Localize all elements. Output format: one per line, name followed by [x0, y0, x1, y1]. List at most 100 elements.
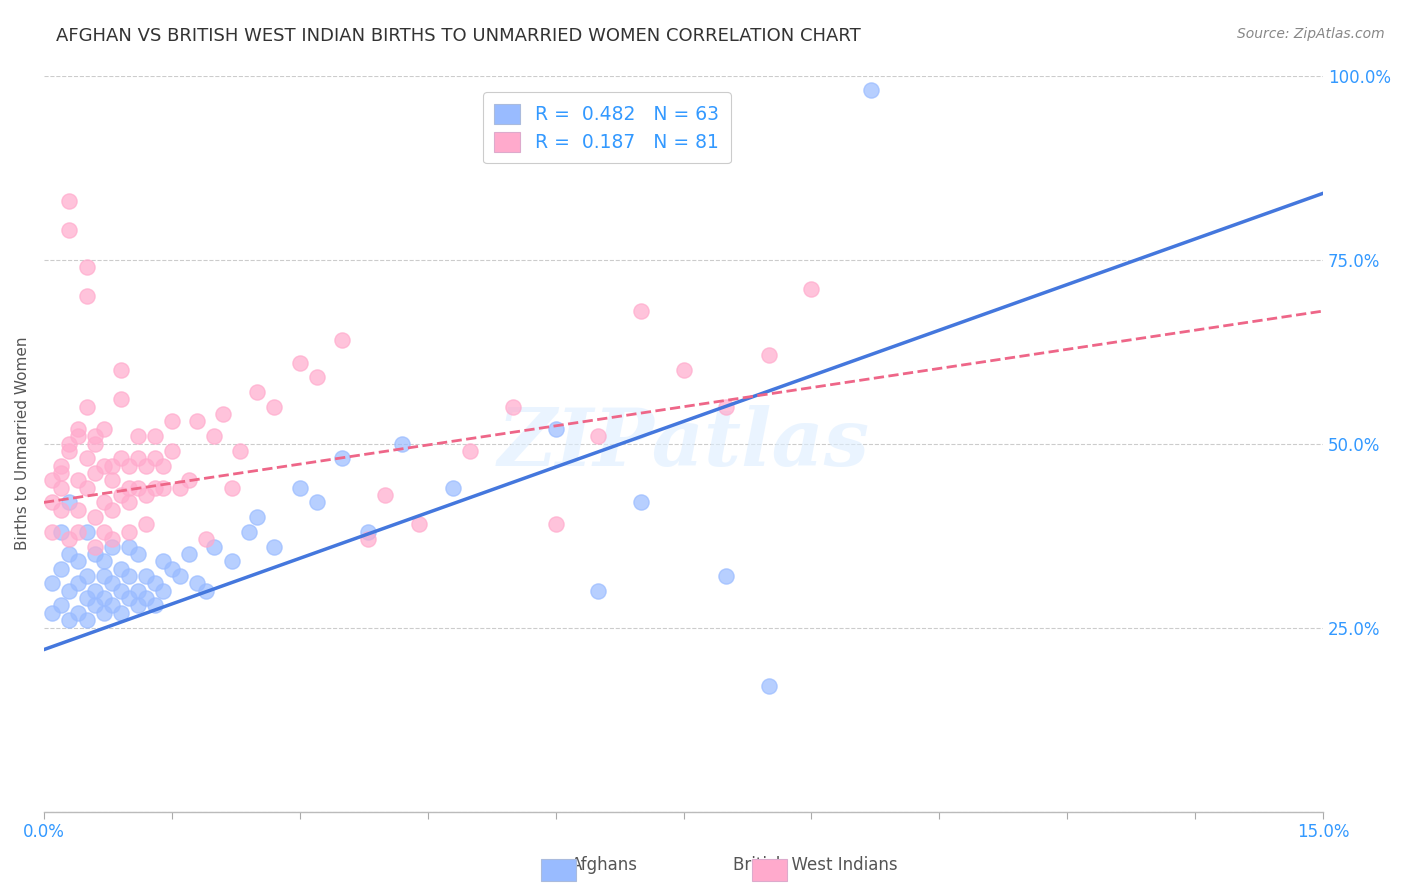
Point — [66, 429, 89, 443]
Point — [229, 443, 252, 458]
Point — [41, 576, 63, 591]
Point — [357, 524, 380, 539]
Point — [672, 363, 695, 377]
Point — [93, 458, 115, 473]
Text: British West Indians: British West Indians — [733, 856, 898, 874]
Point — [84, 599, 107, 613]
Point — [49, 524, 72, 539]
Point — [186, 576, 208, 591]
Point — [110, 583, 132, 598]
Point — [41, 606, 63, 620]
Point — [66, 606, 89, 620]
Point — [49, 466, 72, 480]
Point — [49, 599, 72, 613]
Point — [135, 517, 157, 532]
Point — [58, 223, 80, 237]
Point — [305, 370, 328, 384]
Point — [212, 407, 235, 421]
Point — [66, 502, 89, 516]
Point — [93, 524, 115, 539]
Point — [160, 443, 183, 458]
Point — [630, 495, 652, 509]
Point — [143, 599, 166, 613]
Point — [800, 282, 823, 296]
Point — [586, 583, 609, 598]
Point — [118, 495, 141, 509]
Point — [110, 392, 132, 407]
Point — [332, 334, 354, 348]
Point — [110, 363, 132, 377]
Point — [84, 436, 107, 450]
Point — [84, 540, 107, 554]
Point — [76, 481, 98, 495]
Point — [263, 540, 285, 554]
Point — [84, 583, 107, 598]
Point — [49, 561, 72, 575]
Point — [58, 547, 80, 561]
Point — [127, 481, 149, 495]
Point — [101, 540, 124, 554]
Point — [66, 576, 89, 591]
Point — [135, 458, 157, 473]
Point — [152, 583, 174, 598]
Point — [101, 532, 124, 546]
Point — [169, 569, 191, 583]
Point — [143, 481, 166, 495]
Point — [58, 532, 80, 546]
Point — [49, 458, 72, 473]
Point — [66, 524, 89, 539]
Point — [93, 591, 115, 605]
Text: Afghans: Afghans — [571, 856, 638, 874]
Point — [714, 569, 737, 583]
Point — [93, 569, 115, 583]
Text: ZIPatlas: ZIPatlas — [498, 405, 869, 483]
Point — [391, 436, 413, 450]
Point — [177, 473, 200, 487]
Point — [160, 561, 183, 575]
Point — [135, 569, 157, 583]
Point — [110, 488, 132, 502]
Point — [246, 510, 269, 524]
Point — [76, 591, 98, 605]
Point — [544, 422, 567, 436]
Point — [93, 495, 115, 509]
Point — [93, 606, 115, 620]
Point — [860, 83, 883, 97]
Point — [758, 680, 780, 694]
Point — [118, 540, 141, 554]
Point — [135, 591, 157, 605]
Point — [76, 451, 98, 466]
Point — [84, 466, 107, 480]
Point — [714, 400, 737, 414]
Point — [76, 613, 98, 627]
Point — [66, 473, 89, 487]
Point — [84, 547, 107, 561]
Point — [305, 495, 328, 509]
Text: AFGHAN VS BRITISH WEST INDIAN BIRTHS TO UNMARRIED WOMEN CORRELATION CHART: AFGHAN VS BRITISH WEST INDIAN BIRTHS TO … — [56, 27, 860, 45]
Point — [110, 561, 132, 575]
Point — [238, 524, 260, 539]
Point — [101, 473, 124, 487]
Point — [58, 194, 80, 208]
Point — [441, 481, 464, 495]
Point — [332, 451, 354, 466]
Point — [101, 599, 124, 613]
Point — [93, 554, 115, 568]
Point — [127, 599, 149, 613]
Point — [118, 524, 141, 539]
Point — [127, 429, 149, 443]
Point — [118, 481, 141, 495]
Point — [630, 304, 652, 318]
Point — [143, 576, 166, 591]
Point — [194, 532, 217, 546]
Point — [101, 502, 124, 516]
Point — [84, 429, 107, 443]
Legend: R =  0.482   N = 63, R =  0.187   N = 81: R = 0.482 N = 63, R = 0.187 N = 81 — [482, 92, 731, 163]
Point — [58, 583, 80, 598]
Point — [544, 517, 567, 532]
Point — [458, 443, 481, 458]
Point — [41, 495, 63, 509]
Point — [204, 429, 226, 443]
Point — [177, 547, 200, 561]
Point — [58, 495, 80, 509]
